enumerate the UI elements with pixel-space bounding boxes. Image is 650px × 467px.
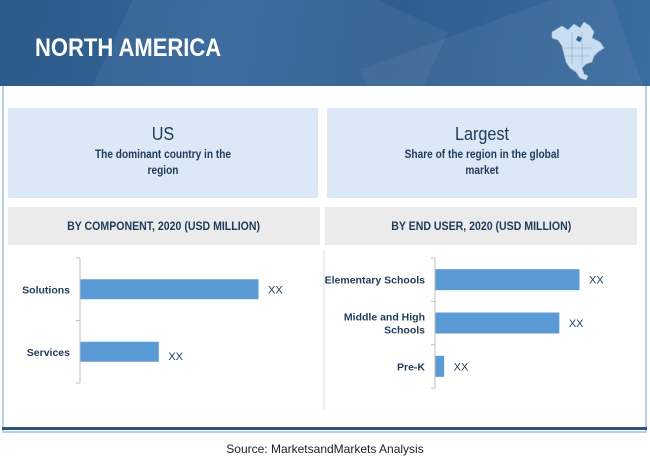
value-label: XX [589,275,604,287]
category-label: Pre-K [397,361,425,373]
market-share-card: Largest Share of the region in the globa… [327,108,637,198]
content-frame [2,86,647,433]
value-label: XX [268,284,283,296]
card-subtitle: Share of the region in the global market [404,149,560,177]
region-header: NORTH AMERICA [0,0,650,86]
category-label: Elementary Schools [325,275,425,287]
bar-elementary-schools [435,269,580,291]
component-bar-chart: Solutions XX Services XX [22,257,283,384]
bar-pre-k [435,355,445,377]
value-label: XX [454,361,469,373]
bar-solutions [80,279,259,300]
end-user-bar-chart: Elementary Schools XX Middle and High Schoo… [325,257,604,389]
dominant-country-card: US The dominant country in the region [8,108,318,198]
category-label: Middle and High Schools [344,312,425,337]
bar-services [80,341,159,362]
bottom-rule [2,427,647,430]
card-title: Largest [454,124,510,144]
category-label: Services [27,347,70,359]
value-label: XX [168,351,183,363]
value-label: XX [569,318,584,330]
north-america-map-icon [551,21,605,81]
bottom-rule-light [2,431,647,433]
category-label: Solutions [22,284,70,296]
chart-title-text: BY COMPONENT, 2020 (USD MILLION) [67,219,261,233]
chart-title-text: BY END USER, 2020 (USD MILLION) [391,219,571,233]
card-subtitle: The dominant country in the region [94,149,232,177]
end-user-chart-title: BY END USER, 2020 (USD MILLION) [325,207,637,245]
component-chart-title: BY COMPONENT, 2020 (USD MILLION) [8,207,320,245]
panel-divider [323,250,325,410]
source-note: Source: MarketsandMarkets Analysis [226,442,424,456]
bar-middle-and-high-schools [435,312,560,334]
region-title: NORTH AMERICA [35,34,222,62]
card-title: US [151,124,175,144]
